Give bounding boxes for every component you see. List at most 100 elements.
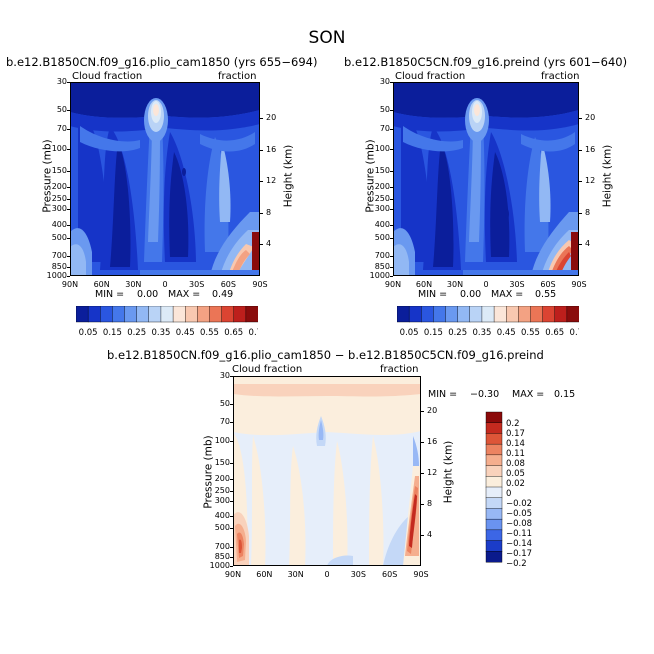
colorbar-swatch (433, 306, 447, 323)
left-panel-units-label: fraction (218, 71, 257, 82)
heatmap-band (571, 232, 579, 276)
right-min-value: 0.00 (460, 289, 482, 300)
left-colorbar: 0.05 0.15 0.25 0.35 0.45 0.55 0.65 0.75 (76, 306, 258, 338)
x-tick-label: 0 (324, 570, 330, 579)
heatmap-band (153, 104, 159, 116)
diff-max-value: 0.15 (554, 389, 576, 400)
y-tick-label: 1000 (46, 271, 67, 280)
heatmap-band (169, 152, 189, 257)
heatmap-band (219, 142, 231, 222)
y-tick-label: 400 (374, 220, 390, 230)
y2-tick-mark (579, 149, 582, 151)
y-tick-mark (67, 237, 70, 239)
y-tick-label: 250 (214, 485, 230, 495)
y-tick-mark (390, 267, 393, 268)
y-tick-mark (67, 209, 70, 211)
diff-y2-axis-title: Height (km) (442, 440, 455, 504)
x-tick-label: 60N (93, 280, 110, 289)
heatmap-band (78, 117, 110, 262)
diff-min-value: −0.30 (470, 389, 500, 400)
heatmap-band (140, 270, 260, 276)
right-panel-units-label: fraction (541, 71, 580, 82)
y-tick-mark (67, 128, 70, 130)
colorbar-label: 0.35 (472, 328, 491, 338)
heatmap-band (233, 384, 421, 397)
y-tick-label: 250 (51, 194, 67, 204)
y2-tick-mark (260, 181, 263, 183)
y-tick-mark (390, 276, 393, 277)
colorbar-swatch (408, 306, 422, 323)
colorbar-label: 0.55 (521, 328, 540, 338)
colorbar-label: −0.17 (506, 549, 532, 559)
y2-tick-mark (260, 149, 263, 151)
colorbar-label: −0.2 (506, 559, 527, 568)
colorbar-label: 0.65 (545, 328, 564, 338)
heatmap-band (251, 436, 266, 566)
y-tick-label: 50 (56, 105, 67, 115)
colorbar-swatch (485, 486, 503, 499)
y-tick-label: 850 (51, 262, 67, 271)
y-tick-mark (390, 225, 393, 227)
y2-tick-mark (421, 411, 424, 413)
heatmap-band (200, 132, 255, 152)
y2-tick-mark (260, 244, 263, 246)
y2-tick-label: 4 (266, 239, 272, 249)
left-y2-axis-title: Height (km) (282, 144, 295, 208)
x-tick-label: 30S (509, 280, 525, 289)
y2-tick-label: 16 (266, 144, 277, 154)
colorbar-label: −0.02 (506, 499, 532, 509)
x-tick-label: 60S (220, 280, 236, 289)
colorbar-swatch (197, 306, 210, 323)
y-tick-mark (230, 376, 233, 377)
y-tick-label: 1000 (369, 271, 390, 280)
heatmap-band (289, 446, 306, 566)
colorbar-swatch (485, 508, 503, 520)
colorbar-label: 0.75 (249, 328, 258, 338)
x-tick-label: 0 (483, 280, 489, 289)
y-tick-label: 250 (374, 194, 390, 204)
colorbar-swatch (493, 306, 507, 323)
heatmap-band (318, 420, 324, 440)
colorbar-swatch (485, 518, 503, 531)
heatmap-band (401, 117, 433, 262)
right-panel-variable-label: Cloud fraction (395, 71, 466, 82)
y-tick-label: 30 (379, 77, 390, 86)
colorbar-swatch (518, 306, 531, 323)
y-tick-label: 850 (374, 262, 390, 271)
y-tick-label: 50 (219, 398, 230, 408)
colorbar-swatch (530, 306, 544, 323)
left-panel-title: b.e12.B1850CN.f09_g16.plio_cam1850 (yrs … (6, 55, 318, 69)
y2-tick-label: 16 (427, 437, 438, 447)
colorbar-swatch (485, 454, 503, 467)
diff-max-label: MAX = (512, 389, 545, 400)
y2-tick-label: 8 (585, 207, 591, 217)
y-tick-mark (230, 566, 233, 567)
x-tick-label: 30N (287, 570, 304, 579)
colorbar-label: 0.05 (79, 328, 98, 338)
y-tick-label: 300 (51, 204, 67, 214)
colorbar-swatch (485, 465, 503, 477)
left-panel-variable-label: Cloud fraction (72, 71, 143, 82)
y-tick-label: 500 (214, 523, 230, 533)
left-y-axis-title: Pressure (mb) (41, 139, 54, 213)
heatmap-band (393, 244, 409, 276)
colorbar-swatch (542, 306, 556, 323)
colorbar-label: 0.65 (224, 328, 243, 338)
heatmap-band (393, 82, 579, 118)
colorbar-swatch (481, 306, 495, 323)
colorbar-swatch (566, 306, 579, 323)
y2-tick-mark (579, 117, 582, 119)
heatmap-band (369, 436, 384, 566)
y-tick-mark (390, 199, 393, 201)
y-tick-label: 400 (51, 220, 67, 230)
y2-tick-mark (421, 504, 424, 506)
y2-tick-mark (579, 244, 582, 246)
y2-tick-mark (260, 212, 263, 214)
y-tick-mark (230, 463, 233, 465)
y2-tick-label: 8 (266, 207, 272, 217)
colorbar-label: 0.55 (200, 328, 219, 338)
right-min-label: MIN = (418, 289, 448, 300)
y-tick-mark (230, 516, 233, 518)
y-tick-mark (67, 276, 70, 277)
heatmap-band (505, 209, 509, 219)
